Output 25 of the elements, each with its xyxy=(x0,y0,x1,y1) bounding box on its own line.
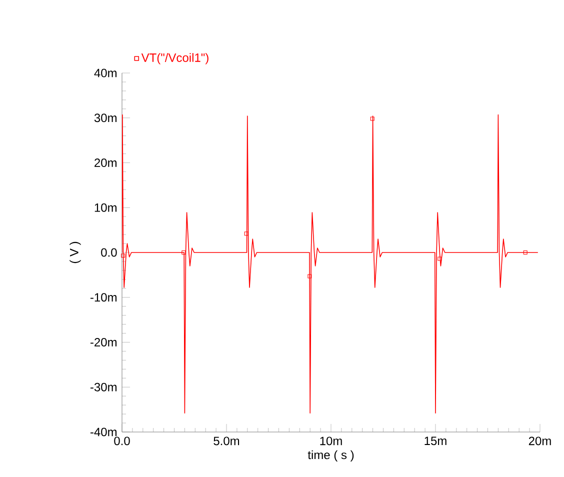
y-axis-title: ( V ) xyxy=(70,242,81,264)
y-tick-label: -40m xyxy=(90,428,116,436)
point xyxy=(438,256,442,261)
y-tick-label: 30m xyxy=(94,114,116,122)
y-tick-label: -10m xyxy=(90,293,116,302)
y-tick-label: -20m xyxy=(90,338,116,346)
x-tick-label: 0.0 xyxy=(114,436,130,446)
x-tick-label: 10m xyxy=(320,436,342,446)
x-tick-label: 5.0m xyxy=(214,436,240,446)
point xyxy=(182,250,186,254)
y-tick-label: 20m xyxy=(94,158,116,168)
y-tick-label: -30m xyxy=(90,382,116,392)
point xyxy=(370,116,374,121)
y-tick-label: 40m xyxy=(94,68,116,78)
line-series xyxy=(122,114,538,414)
legend-label: VT("/Vcoil1") xyxy=(141,53,208,64)
x-tick-label: 20m xyxy=(528,436,551,446)
x-tick-label: 15m xyxy=(424,436,446,446)
x-axis-title: time ( s ) xyxy=(308,450,354,462)
point xyxy=(244,232,248,236)
y-tick-label: 10m xyxy=(94,203,116,212)
point xyxy=(523,250,528,254)
y-tick-label: 0.0 xyxy=(101,248,117,257)
point xyxy=(121,254,126,258)
point xyxy=(308,274,312,278)
